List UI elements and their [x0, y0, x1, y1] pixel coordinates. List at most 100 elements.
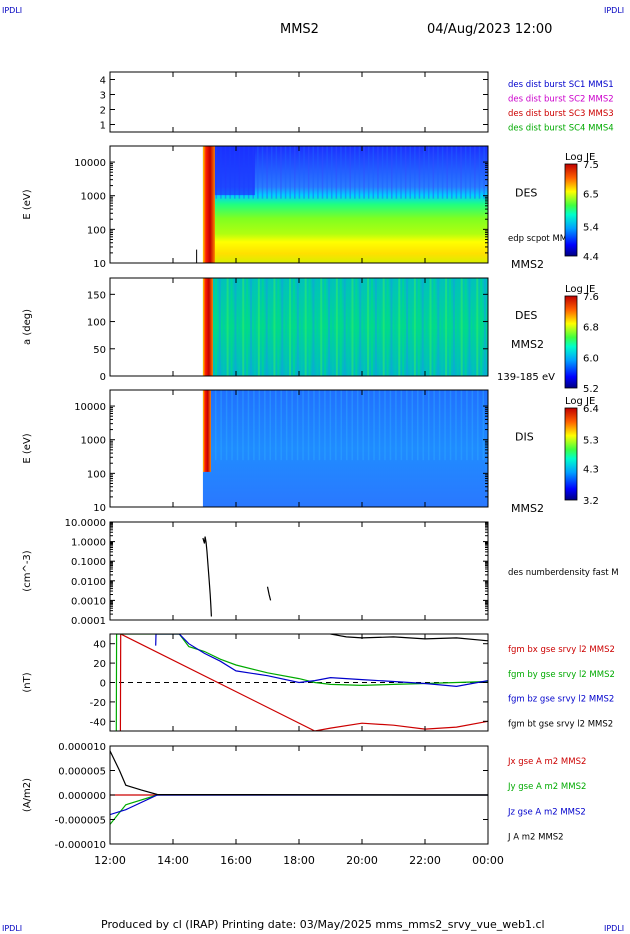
- heatmap-hot-band: [202, 278, 213, 376]
- y-tick-label: -0.000005: [55, 816, 106, 827]
- heatmap-stripe: [359, 278, 362, 376]
- heatmap-stripe: [460, 146, 462, 199]
- heatmap-stripe: [226, 278, 229, 376]
- y-tick-label: 3: [100, 91, 106, 102]
- heatmap-stripe: [296, 278, 299, 376]
- heatmap-stripe: [258, 390, 261, 461]
- colorbar-tick-label: 7.6: [583, 292, 599, 303]
- heatmap-stripe: [273, 278, 276, 376]
- heatmap-stripe: [437, 146, 439, 199]
- series-line-1: [115, 634, 488, 731]
- panel-frame: [109, 71, 489, 133]
- panel-dis-energy: 10 100 1000 10000 E (eV) DIS MMS2 Log JE6.4 5.3 4…: [22, 389, 599, 515]
- heatmap-stripe: [409, 278, 412, 376]
- heatmap-stripe: [390, 278, 393, 376]
- heatmap-stripe: [417, 278, 420, 376]
- heatmap-stripe: [441, 146, 444, 199]
- panel-magnetic-field: -40 -20 0 20 40 (nT) fgm bx gse srvy l2 MMS2 fg…: [22, 633, 615, 732]
- colorbar-tick-label: 4.4: [583, 252, 599, 263]
- heatmap-stripe: [378, 390, 381, 461]
- heatmap-stripe: [414, 146, 416, 199]
- colorbar: [564, 407, 578, 501]
- heatmap-stripe: [281, 278, 284, 376]
- instrument-label: DIS: [515, 431, 534, 444]
- heatmap-stripe: [456, 278, 459, 376]
- heatmap-stripe: [346, 390, 348, 461]
- y-tick-label: 0.0001: [71, 616, 106, 627]
- heatmap-stripe: [218, 278, 221, 376]
- heatmap-stripe: [391, 146, 393, 199]
- instrument-label: DES: [515, 309, 537, 322]
- x-tick-label: 14:00: [157, 854, 189, 867]
- corner-label-left: IPDLI: [2, 6, 23, 15]
- heatmap-stripe: [427, 146, 430, 199]
- heatmap-stripe: [367, 278, 370, 376]
- heatmap-stripe: [358, 146, 361, 199]
- colorbar-tick-label: 3.2: [583, 496, 599, 507]
- heatmap-stripe: [460, 390, 463, 461]
- heatmap-stripe: [464, 278, 467, 376]
- heatmap-stripe: [370, 278, 373, 376]
- y-tick-label: 0.0010: [71, 596, 106, 607]
- heatmap-stripe: [354, 146, 356, 199]
- y-axis-label: E (eV): [22, 189, 33, 219]
- heatmap-stripe: [464, 146, 467, 199]
- mission-title: MMS2: [280, 22, 319, 37]
- legend-entry: des dist burst SC2 MMS2: [508, 95, 614, 105]
- heatmap-stripe: [328, 278, 331, 376]
- heatmap-stripe: [330, 146, 333, 199]
- heatmap-stripe: [253, 390, 255, 461]
- legend-entry: des numberdensity fast M: [508, 568, 619, 578]
- heatmap-stripe: [230, 278, 233, 376]
- series-line-0: [202, 536, 212, 617]
- heatmap-stripe: [214, 390, 217, 461]
- y-tick-label: 1: [100, 121, 106, 132]
- heatmap-stripe: [269, 390, 272, 461]
- heatmap-stripe: [466, 390, 468, 461]
- y-tick-label: -0.000010: [55, 840, 106, 851]
- colorbar-tick-label: 6.8: [583, 323, 599, 334]
- y-tick-label: 1000: [81, 192, 106, 203]
- heatmap-stripe: [373, 390, 375, 461]
- heatmap-stripe: [363, 278, 366, 376]
- heatmap-stripe: [340, 146, 342, 199]
- heatmap-des-pitch: [202, 278, 489, 376]
- series-line-3: [330, 634, 488, 642]
- heatmap-stripe: [418, 146, 421, 199]
- heatmap-stripe: [355, 278, 358, 376]
- heatmap-stripe: [362, 390, 364, 461]
- heatmap-stripe: [433, 278, 436, 376]
- series-line-3: [110, 750, 488, 796]
- series-line-2: [110, 794, 488, 816]
- legend-entry: des dist burst SC1 MMS1: [508, 80, 614, 90]
- series-line-2: [155, 634, 488, 688]
- heatmap-stripe: [312, 146, 315, 199]
- heatmap-stripe: [471, 390, 474, 461]
- heatmap-stripe: [421, 278, 424, 376]
- heatmap-stripe: [335, 146, 338, 199]
- x-tick-label: 18:00: [283, 854, 315, 867]
- y-axis-label: E (eV): [22, 433, 33, 463]
- heatmap-stripe: [298, 146, 301, 199]
- legend-entry: Jy gse A m2 MMS2: [507, 782, 586, 792]
- heatmap-stripe: [257, 278, 260, 376]
- y-tick-label: 10.0000: [65, 518, 106, 529]
- panel-density: 0.0001 0.0010 0.0100 0.1000 1.0000 10.0000 (cm…: [22, 518, 619, 627]
- heatmap-hot-band: [202, 390, 211, 472]
- heatmap-stripe: [318, 390, 321, 461]
- series-line-1: [110, 794, 488, 825]
- colorbar: [564, 163, 578, 257]
- y-tick-label: -40: [90, 717, 106, 728]
- corner-label-right: IPDLI: [604, 6, 625, 15]
- y-tick-label: 2: [100, 106, 106, 117]
- datetime-title: 04/Aug/2023 12:00: [427, 22, 553, 37]
- heatmap-stripe: [402, 278, 405, 376]
- series-group: [202, 536, 272, 617]
- overlay-label: edp scpot MMS2: [508, 234, 578, 244]
- heatmap-stripe: [347, 278, 350, 376]
- heatmap-stripe: [304, 278, 307, 376]
- y-tick-label: 0.0100: [71, 577, 106, 588]
- heatmap-stripe: [313, 390, 315, 461]
- heatmap-stripe: [289, 278, 292, 376]
- heatmap-stripe: [326, 146, 328, 199]
